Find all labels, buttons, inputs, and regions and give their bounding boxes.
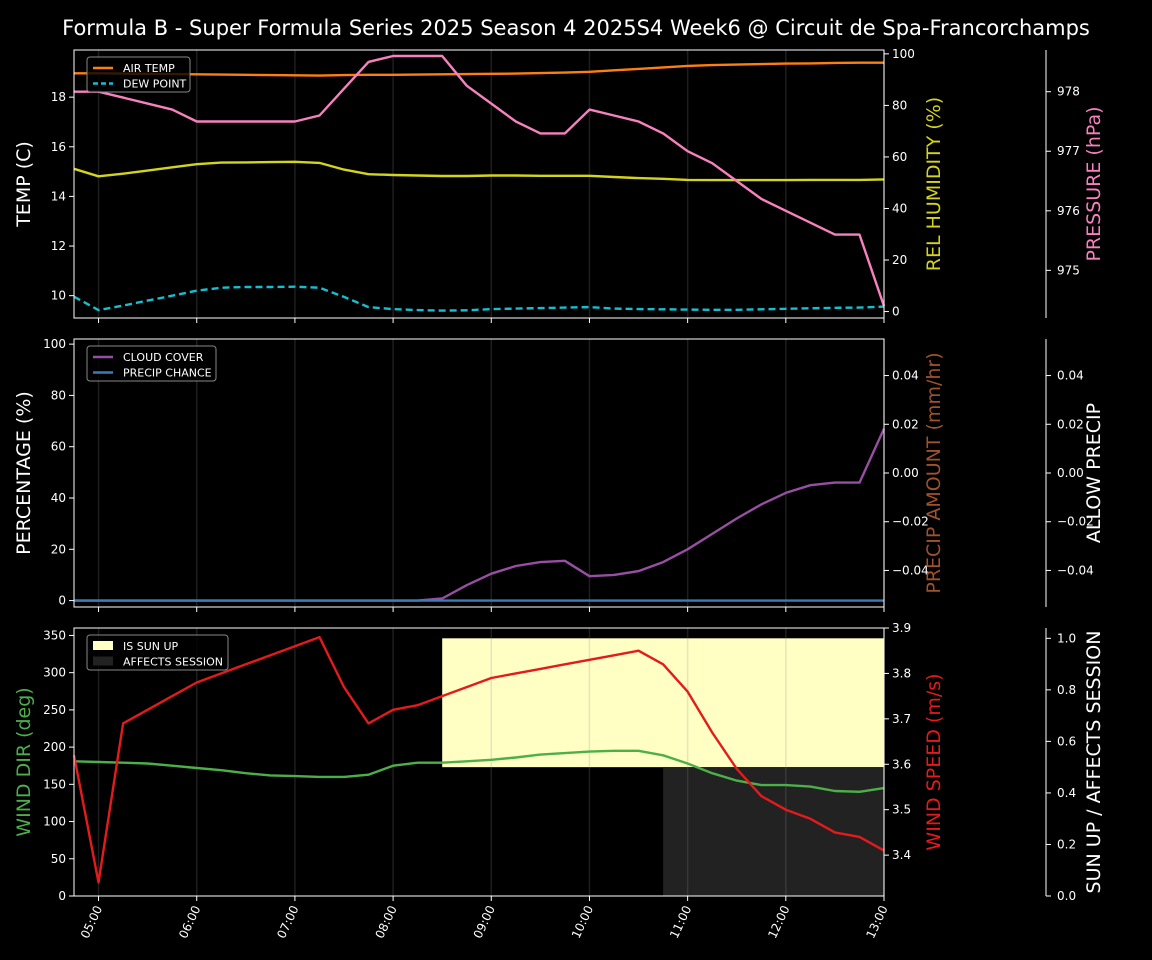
left-tick-label: 60 xyxy=(51,440,66,454)
far-right-tick-label: 977 xyxy=(1057,144,1080,158)
legend-box xyxy=(86,634,229,671)
right-tick-label: 3.4 xyxy=(892,848,911,862)
right-tick-label: 40 xyxy=(892,201,907,215)
band-affects-session xyxy=(663,767,884,896)
left-tick-label: 14 xyxy=(51,189,66,203)
plot-frame xyxy=(73,627,885,897)
left-tick-label: 250 xyxy=(43,703,66,717)
right-tick-label: 100 xyxy=(892,47,915,61)
far-right-tick-label: 0.2 xyxy=(1057,837,1076,851)
right-tick-label: 3.5 xyxy=(892,803,911,817)
legend-label: IS SUN UP xyxy=(123,640,179,653)
left-tick-label: 18 xyxy=(51,90,66,104)
far-right-tick-label: 0.6 xyxy=(1057,734,1076,748)
left-tick-label: 16 xyxy=(51,140,66,154)
left-tick-label: 20 xyxy=(51,542,66,556)
series-dew-point xyxy=(73,285,885,312)
left-tick-label: 150 xyxy=(43,777,66,791)
far-right-tick-label: 975 xyxy=(1057,263,1080,277)
far-right-tick-label: 978 xyxy=(1057,85,1080,99)
far-right-axis-title: SUN UP / AFFECTS SESSION xyxy=(1083,631,1105,894)
series-rel-humidity xyxy=(73,160,885,182)
left-tick-label: 80 xyxy=(51,388,66,402)
right-tick-label: −0.04 xyxy=(892,563,929,577)
left-tick-label: 300 xyxy=(43,666,66,680)
left-axis-title: TEMP (C) xyxy=(13,141,35,228)
left-axis-title: WIND DIR (deg) xyxy=(13,687,35,836)
legend-label: AFFECTS SESSION xyxy=(123,656,223,669)
legend-label: CLOUD COVER xyxy=(123,351,204,364)
left-axis-title: PERCENTAGE (%) xyxy=(13,391,35,555)
far-right-tick-label: 976 xyxy=(1057,204,1080,218)
far-right-tick-label: 0.04 xyxy=(1057,369,1084,383)
series-wind-speed xyxy=(72,635,885,884)
right-axis-title: PRECIP AMOUNT (mm/hr) xyxy=(923,352,945,593)
right-axis-title: WIND SPEED (m/s) xyxy=(923,673,945,850)
far-right-tick-label: 0.8 xyxy=(1057,683,1076,697)
panel-temperature: 10 12 14 16 18 0 20 40 60 80 100 975 976 977 978 TEMP (… xyxy=(13,47,1105,323)
left-tick-label: 40 xyxy=(51,491,66,505)
right-tick-label: 3.7 xyxy=(892,712,911,726)
right-tick-label: 0.00 xyxy=(892,466,919,480)
far-right-axis-title: ALLOW PRECIP xyxy=(1083,403,1105,543)
far-right-tick-label: 0.00 xyxy=(1057,466,1084,480)
plot-frame xyxy=(73,49,885,319)
series-air-temp xyxy=(74,61,884,77)
left-tick-label: 100 xyxy=(43,815,66,829)
legend-label: DEW POINT xyxy=(123,78,187,91)
left-tick-label: 0 xyxy=(58,594,66,608)
right-tick-label: 3.6 xyxy=(892,757,911,771)
left-tick-label: 200 xyxy=(43,740,66,754)
far-right-tick-label: 0.02 xyxy=(1057,417,1084,431)
left-tick-label: 0 xyxy=(58,889,66,903)
right-tick-label: 0 xyxy=(892,305,900,319)
far-right-tick-label: −0.02 xyxy=(1057,515,1094,529)
legend-swatch xyxy=(93,656,113,666)
right-tick-label: 3.9 xyxy=(892,621,911,635)
right-tick-label: −0.02 xyxy=(892,515,929,529)
right-tick-label: 60 xyxy=(892,150,907,164)
legend-swatch xyxy=(93,641,113,650)
left-tick-label: 12 xyxy=(51,239,66,253)
left-tick-label: 50 xyxy=(51,852,66,866)
legend-label: AIR TEMP xyxy=(123,62,175,75)
legend-label: PRECIP CHANCE xyxy=(123,367,212,380)
panel-precipitation: 0 20 40 60 80 100 −0.04 −0.02 0.00 0.02 0.04 −0.04 −… xyxy=(13,337,1105,612)
chart-title: Formula B - Super Formula Series 2025 Se… xyxy=(62,16,1090,40)
right-tick-label: 0.02 xyxy=(892,417,919,431)
right-tick-label: 80 xyxy=(892,98,907,112)
far-right-tick-label: 0.0 xyxy=(1057,889,1076,903)
band-is-sun-up xyxy=(442,638,884,768)
right-tick-label: 0.04 xyxy=(892,369,919,383)
left-tick-label: 350 xyxy=(43,628,66,642)
left-tick-label: 10 xyxy=(51,289,66,303)
right-tick-label: 20 xyxy=(892,253,907,267)
legend-box xyxy=(86,345,217,382)
far-right-tick-label: 1.0 xyxy=(1057,631,1076,645)
right-tick-label: 3.8 xyxy=(892,666,911,680)
right-axis-title: REL HUMIDITY (%) xyxy=(923,97,945,271)
series-pressure xyxy=(74,54,886,307)
far-right-axis-title: PRESSURE (hPa) xyxy=(1083,106,1105,261)
far-right-tick-label: −0.04 xyxy=(1057,563,1094,577)
left-tick-label: 100 xyxy=(43,337,66,351)
far-right-tick-label: 0.4 xyxy=(1057,786,1076,800)
